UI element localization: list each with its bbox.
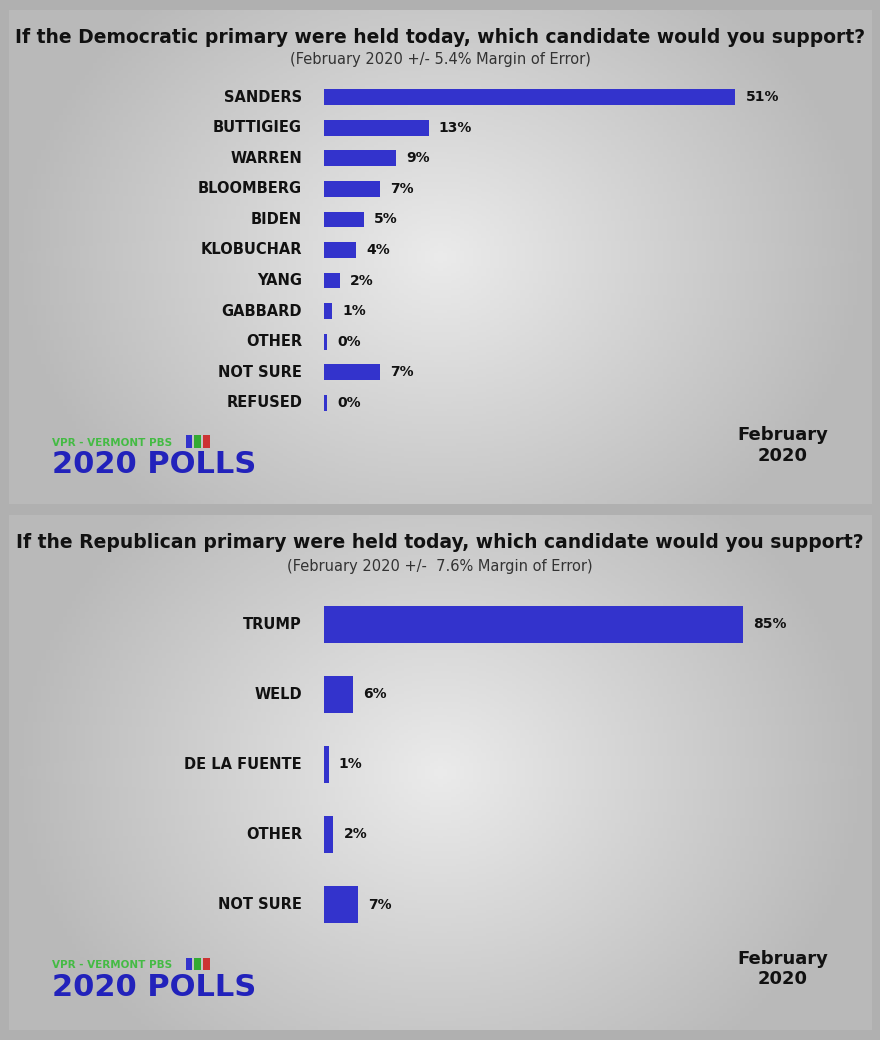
Text: BUTTIGIEG: BUTTIGIEG (213, 121, 302, 135)
Text: WELD: WELD (254, 687, 302, 702)
FancyBboxPatch shape (324, 211, 364, 228)
Text: 0%: 0% (337, 335, 361, 348)
Text: 2%: 2% (350, 274, 374, 287)
Text: DE LA FUENTE: DE LA FUENTE (185, 757, 302, 772)
Text: REFUSED: REFUSED (226, 395, 302, 410)
Text: 7%: 7% (391, 182, 414, 196)
Text: 13%: 13% (439, 121, 473, 135)
Text: 51%: 51% (745, 90, 780, 104)
FancyBboxPatch shape (186, 435, 193, 447)
Text: February
2020: February 2020 (737, 950, 828, 988)
Text: NOT SURE: NOT SURE (218, 898, 302, 912)
Text: 7%: 7% (391, 365, 414, 380)
Text: 5%: 5% (374, 212, 398, 227)
Text: SANDERS: SANDERS (224, 89, 302, 105)
FancyBboxPatch shape (324, 747, 328, 783)
Text: WARREN: WARREN (231, 151, 302, 165)
FancyBboxPatch shape (186, 958, 193, 970)
Text: 2%: 2% (344, 828, 368, 841)
Text: VPR - VERMONT PBS: VPR - VERMONT PBS (52, 960, 172, 970)
FancyBboxPatch shape (203, 435, 209, 447)
Text: 6%: 6% (363, 687, 387, 701)
FancyBboxPatch shape (324, 303, 332, 319)
Text: If the Republican primary were held today, which candidate would you support?: If the Republican primary were held toda… (16, 532, 864, 552)
Text: 85%: 85% (753, 618, 787, 631)
Text: (February 2020 +/-  7.6% Margin of Error): (February 2020 +/- 7.6% Margin of Error) (287, 558, 593, 573)
Text: If the Democratic primary were held today, which candidate would you support?: If the Democratic primary were held toda… (15, 28, 865, 47)
Text: YANG: YANG (257, 274, 302, 288)
Text: 1%: 1% (342, 304, 366, 318)
FancyBboxPatch shape (324, 364, 380, 380)
Text: KLOBUCHAR: KLOBUCHAR (201, 242, 302, 258)
Text: BLOOMBERG: BLOOMBERG (198, 181, 302, 197)
Text: February
2020: February 2020 (737, 426, 828, 465)
FancyBboxPatch shape (194, 435, 202, 447)
FancyBboxPatch shape (324, 120, 429, 136)
FancyBboxPatch shape (203, 958, 209, 970)
Text: OTHER: OTHER (246, 827, 302, 842)
Text: BIDEN: BIDEN (251, 212, 302, 227)
FancyBboxPatch shape (324, 676, 353, 712)
FancyBboxPatch shape (324, 334, 327, 349)
Text: 4%: 4% (366, 243, 390, 257)
FancyBboxPatch shape (324, 886, 358, 922)
Text: 2020 POLLS: 2020 POLLS (52, 450, 256, 479)
Text: TRUMP: TRUMP (243, 617, 302, 632)
FancyBboxPatch shape (324, 395, 327, 411)
Text: 0%: 0% (337, 395, 361, 410)
Text: 1%: 1% (339, 757, 363, 772)
FancyBboxPatch shape (324, 89, 736, 105)
FancyBboxPatch shape (324, 181, 380, 197)
FancyBboxPatch shape (324, 272, 340, 288)
Text: GABBARD: GABBARD (222, 304, 302, 318)
Text: 7%: 7% (369, 898, 392, 911)
FancyBboxPatch shape (324, 606, 743, 643)
FancyBboxPatch shape (194, 958, 202, 970)
Text: 2020 POLLS: 2020 POLLS (52, 973, 256, 1002)
Text: 9%: 9% (407, 152, 430, 165)
FancyBboxPatch shape (324, 816, 334, 853)
Text: NOT SURE: NOT SURE (218, 365, 302, 380)
FancyBboxPatch shape (324, 151, 396, 166)
Text: VPR - VERMONT PBS: VPR - VERMONT PBS (52, 438, 172, 447)
Text: OTHER: OTHER (246, 334, 302, 349)
FancyBboxPatch shape (324, 242, 356, 258)
Text: (February 2020 +/- 5.4% Margin of Error): (February 2020 +/- 5.4% Margin of Error) (290, 52, 590, 68)
